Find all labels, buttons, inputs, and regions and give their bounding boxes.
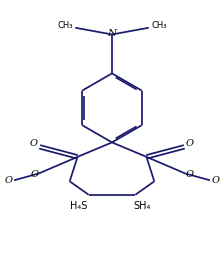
Text: SH₄: SH₄ <box>133 201 151 211</box>
Text: O: O <box>30 170 39 179</box>
Text: CH₃: CH₃ <box>57 21 73 30</box>
Text: O: O <box>211 176 220 185</box>
Text: O: O <box>30 139 38 148</box>
Text: O: O <box>4 176 13 185</box>
Text: O: O <box>186 139 194 148</box>
Text: N: N <box>108 29 116 38</box>
Text: CH₃: CH₃ <box>151 21 167 30</box>
Text: O: O <box>185 170 194 179</box>
Text: H₄S: H₄S <box>70 201 87 211</box>
